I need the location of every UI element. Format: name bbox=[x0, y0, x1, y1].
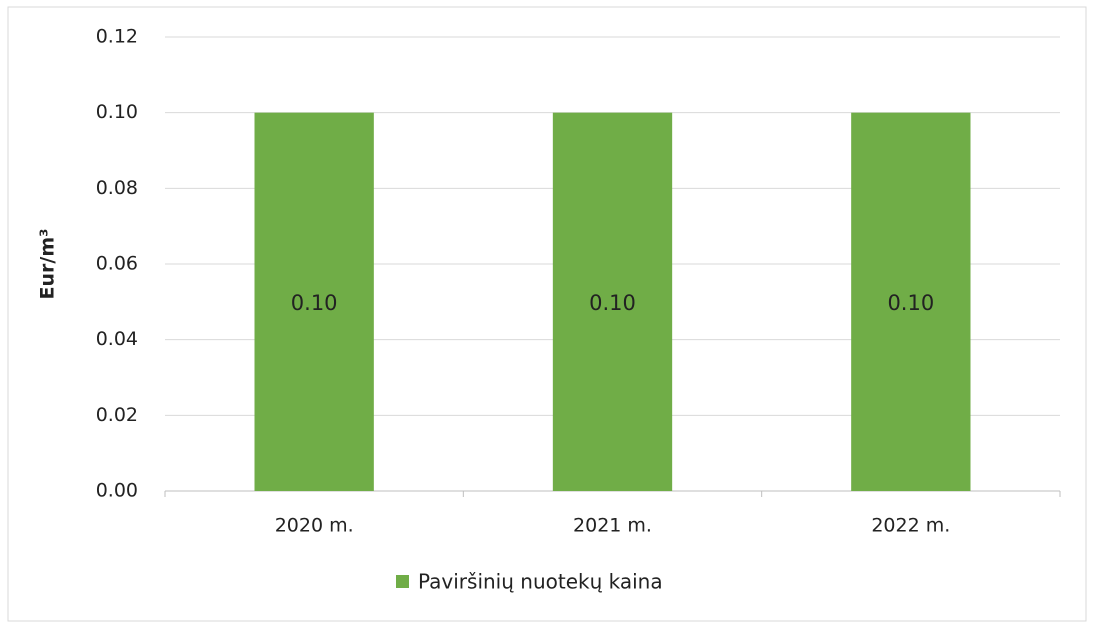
data-label: 0.10 bbox=[589, 291, 636, 315]
y-tick-label: 0.08 bbox=[96, 177, 138, 199]
y-tick-label: 0.10 bbox=[96, 101, 138, 123]
bar bbox=[552, 112, 673, 492]
y-tick-label: 0.00 bbox=[96, 480, 138, 502]
x-tick-label: 2022 m. bbox=[871, 515, 950, 537]
data-label: 0.10 bbox=[887, 291, 934, 315]
legend-label: Paviršinių nuotekų kaina bbox=[418, 570, 663, 594]
x-tick-label: 2021 m. bbox=[573, 515, 652, 537]
data-label: 0.10 bbox=[291, 291, 338, 315]
y-axis-label: Eur/m³ bbox=[37, 229, 59, 300]
y-tick-label: 0.04 bbox=[96, 328, 138, 350]
y-tick-label: 0.06 bbox=[96, 253, 138, 275]
bar bbox=[254, 112, 374, 492]
y-tick-label: 0.12 bbox=[96, 26, 138, 48]
y-tick-label: 0.02 bbox=[96, 404, 138, 426]
legend-swatch bbox=[396, 575, 409, 588]
bar bbox=[851, 112, 971, 492]
x-tick-label: 2020 m. bbox=[275, 515, 354, 537]
